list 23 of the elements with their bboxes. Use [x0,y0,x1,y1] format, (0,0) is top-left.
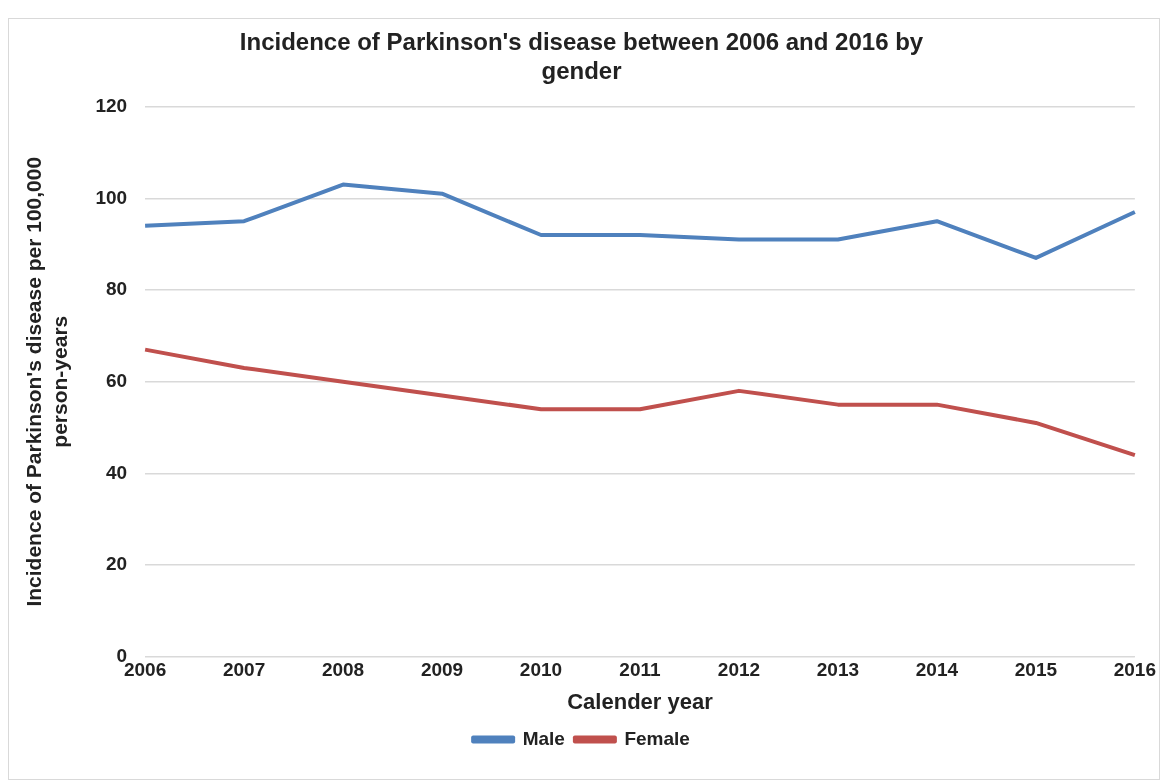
x-tick-label: 2014 [915,659,959,681]
x-tick-label: 2008 [321,659,365,681]
x-tick-label: 2016 [1113,659,1157,681]
legend-label: Female [624,727,690,749]
y-tick-label: 100 [95,186,128,208]
y-tick-label: 120 [95,94,128,116]
x-tick-label: 2015 [1014,659,1058,681]
text: Incidence of Parkinson's disease between 2006 and 2016 by [239,28,924,56]
x-tick-label: 2007 [222,659,266,681]
x-tick-label: 2011 [619,659,662,681]
x-tick-label: 2009 [420,659,464,681]
x-axis-title: Calender year [567,688,714,714]
x-tick-label: 2012 [717,659,761,681]
y-tick-label: 20 [105,553,128,575]
x-tick-label: 2013 [816,659,860,681]
legend-label: Male [522,727,565,749]
y-tick-label: 60 [105,369,128,391]
text: Incidence of Parkinson's disease per 100,000 [22,156,46,607]
y-tick-label: 40 [105,461,128,483]
text: gender [541,56,622,84]
x-tick-label: 2010 [519,659,563,681]
y-tick-label: 80 [105,278,128,300]
text: person-years [47,315,71,448]
